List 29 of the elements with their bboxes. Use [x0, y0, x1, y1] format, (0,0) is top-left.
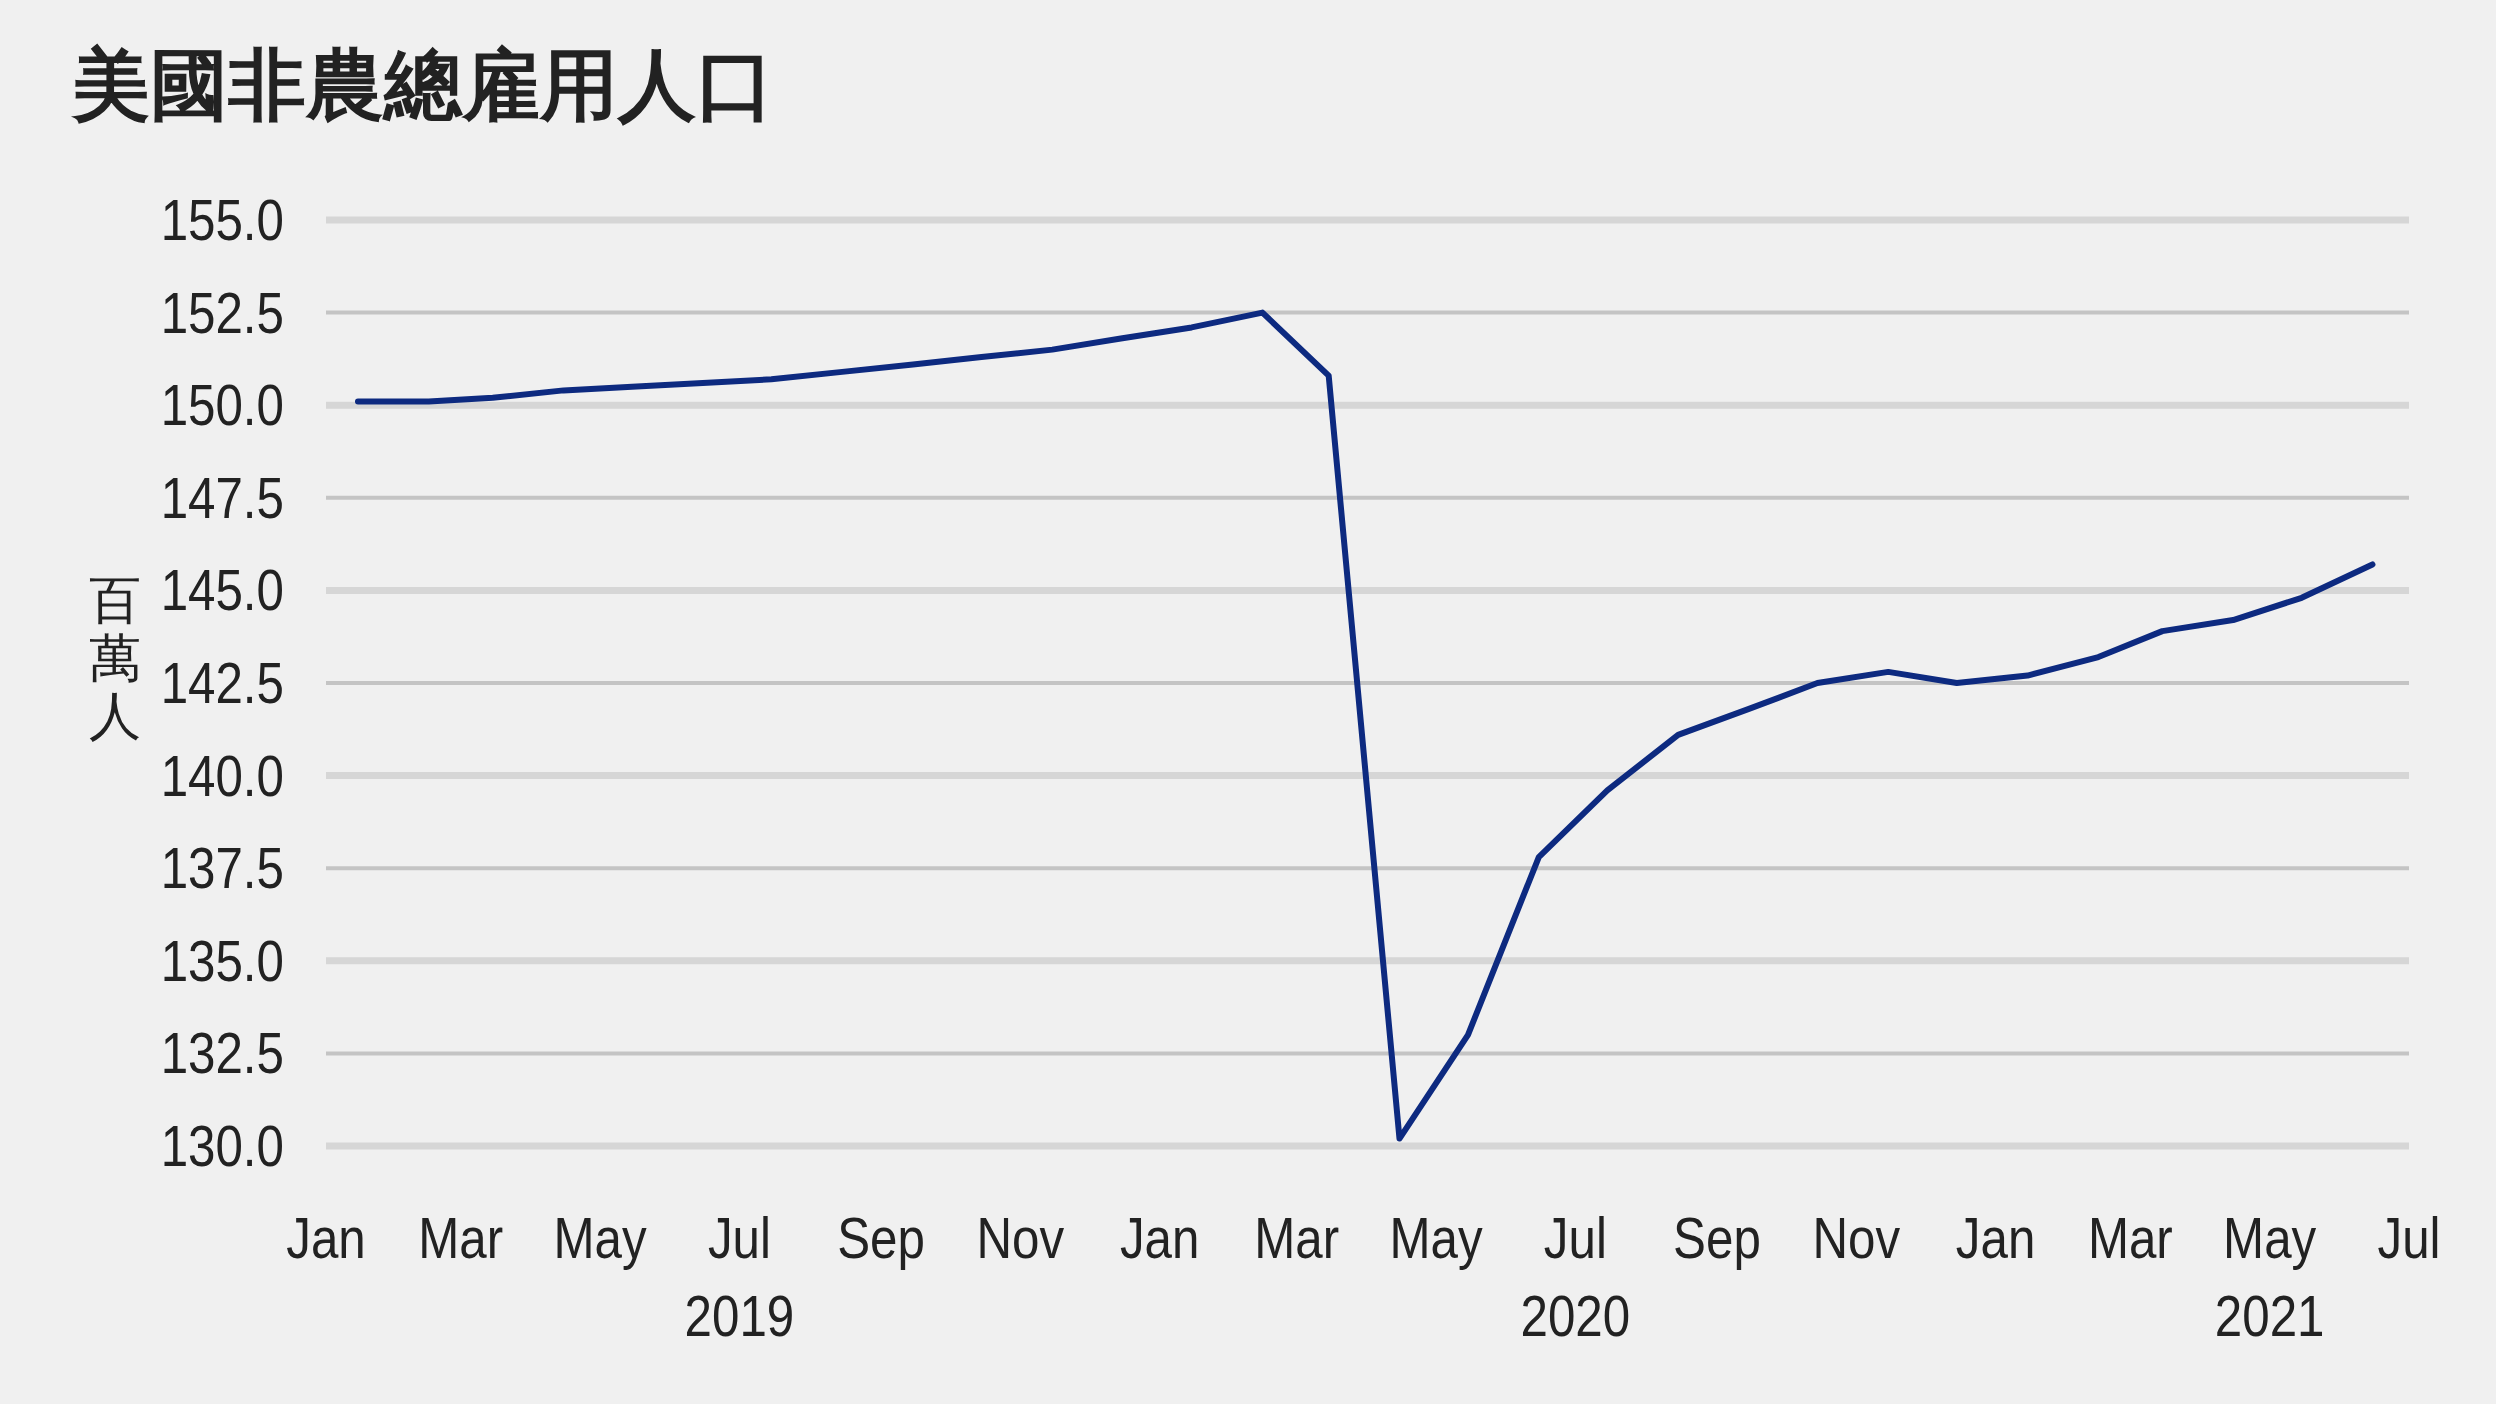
y-tick-label: 152.5: [160, 279, 284, 345]
y-tick-label: 137.5: [160, 835, 284, 901]
x-tick-label: May 2021: [2214, 1205, 2325, 1348]
x-tick-label: May: [553, 1205, 647, 1270]
y-tick-label: 155.0: [160, 187, 284, 252]
x-tick-label: Jul 2019: [684, 1205, 795, 1348]
y-tick-label: 145.0: [160, 557, 284, 623]
y-axis-title: 百萬人: [89, 571, 141, 745]
y-tick-label: 142.5: [160, 650, 284, 715]
x-tick-label: Mar: [418, 1205, 504, 1270]
y-tick-label: 130.0: [160, 1113, 284, 1178]
x-tick-label: Sep: [1673, 1205, 1761, 1270]
x-tick-label: Nov: [1812, 1205, 1901, 1270]
y-tick-label: 147.5: [160, 465, 284, 530]
chart-title: 美國非農總雇用人口: [70, 41, 774, 129]
x-tick-label: Jan: [1955, 1205, 2036, 1270]
x-tick-label: Jan: [1119, 1205, 1200, 1270]
x-tick-label: Jul 2020: [1520, 1205, 1631, 1348]
x-tick-label: Mar: [1254, 1205, 1340, 1270]
x-tick-label: Sep: [837, 1205, 925, 1270]
x-tick-label: Mar: [2087, 1205, 2173, 1270]
y-tick-label: 140.0: [160, 742, 284, 808]
x-tick-label: May: [1389, 1205, 1483, 1270]
y-tick-label: 150.0: [160, 372, 284, 438]
x-tick-label: Jan: [286, 1205, 366, 1270]
x-tick-label: Nov: [976, 1205, 1065, 1270]
x-tick-label: Jul: [2377, 1205, 2441, 1270]
y-tick-label: 135.0: [160, 928, 284, 993]
y-tick-label: 132.5: [160, 1020, 284, 1086]
